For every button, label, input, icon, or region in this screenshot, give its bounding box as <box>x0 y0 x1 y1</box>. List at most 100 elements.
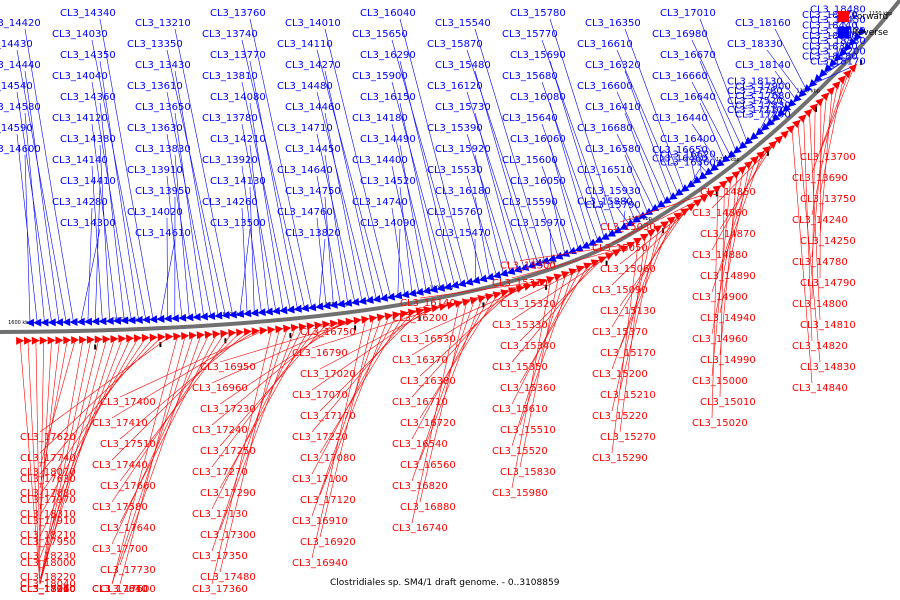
reverse-gene-label: CL3_16650 <box>652 145 708 156</box>
forward-leader-line <box>619 201 699 265</box>
reverse-gene-arrow <box>436 283 446 292</box>
reverse-gene-label: CL3_18160 <box>735 18 791 29</box>
reverse-gene-arrow <box>727 150 736 159</box>
scale-tick-label: 1300 kbp <box>628 216 652 222</box>
reverse-leader-line <box>758 115 768 134</box>
forward-gene-arrow <box>699 194 709 203</box>
reverse-leader-line <box>474 70 532 267</box>
reverse-gene-arrow <box>443 282 453 291</box>
reverse-gene-label: CL3_13610 <box>127 81 183 92</box>
reverse-leader-line <box>87 207 93 322</box>
forward-leader-line <box>311 316 382 517</box>
forward-gene-label: CL3_14990 <box>700 355 756 366</box>
forward-gene-arrow <box>820 92 830 101</box>
forward-gene-label: CL3_18060 <box>20 584 76 595</box>
forward-gene-label: CL3_13690 <box>792 173 848 184</box>
forward-leader-line <box>111 334 210 545</box>
forward-leader-line <box>419 301 468 503</box>
forward-gene-label: CL3_15220 <box>592 411 648 422</box>
reverse-gene-label: CL3_14450 <box>285 144 341 155</box>
reverse-gene-arrow <box>656 200 666 208</box>
reverse-gene-label: CL3_18350 <box>802 41 858 52</box>
reverse-leader-line <box>466 133 511 273</box>
reverse-gene-label: CL3_15470 <box>435 228 491 239</box>
other-feature-mark <box>715 191 718 197</box>
reverse-gene-label: CL3_16360 <box>660 158 716 169</box>
reverse-leader-line <box>774 70 797 100</box>
reverse-gene-label: CL3_14130 <box>210 176 266 187</box>
forward-gene-label: CL3_16370 <box>392 355 448 366</box>
reverse-gene-arrow <box>808 79 818 88</box>
forward-gene-label: CL3_14860 <box>692 208 748 219</box>
reverse-gene-label: CL3_18130 <box>727 77 783 88</box>
reverse-gene-label: CL3_13810 <box>202 71 258 82</box>
forward-gene-label: CL3_18110 <box>20 584 76 595</box>
reverse-leader-line <box>689 168 701 186</box>
forward-leader-line <box>39 339 84 585</box>
forward-gene-label: CL3_16910 <box>292 516 348 527</box>
forward-gene-label: CL3_16790 <box>292 348 348 359</box>
reverse-gene-label: CL3_14710 <box>277 123 333 134</box>
forward-gene-label: CL3_17610 <box>92 584 148 595</box>
forward-gene-label: CL3_17510 <box>100 439 156 450</box>
reverse-gene-label: CL3_15600 <box>502 155 558 166</box>
reverse-leader-line <box>763 111 776 129</box>
forward-leader-line <box>219 328 280 573</box>
reverse-gene-arrow <box>457 279 467 288</box>
forward-gene-label: CL3_15320 <box>500 299 556 310</box>
reverse-gene-arrow <box>777 108 786 117</box>
reverse-gene-label: CL3_13770 <box>210 50 266 61</box>
reverse-leader-line <box>166 133 197 318</box>
forward-gene-label: CL3_15090 <box>592 285 648 296</box>
reverse-leader-line <box>91 39 147 320</box>
forward-leader-line <box>411 299 475 482</box>
forward-gene-arrow <box>750 156 759 165</box>
reverse-gene-arrow <box>422 286 431 295</box>
forward-gene-arrow <box>560 271 570 279</box>
forward-gene-label: CL3_16710 <box>392 397 448 408</box>
forward-leader-line <box>619 218 673 349</box>
forward-leader-line <box>419 289 514 377</box>
reverse-gene-label: CL3_16610 <box>577 39 633 50</box>
forward-leader-line <box>797 122 821 363</box>
reverse-gene-arrow <box>858 26 867 36</box>
reverse-leader-line <box>699 18 748 143</box>
forward-gene-label: CL3_17400 <box>100 397 156 408</box>
reverse-gene-label: CL3_16290 <box>360 50 416 61</box>
forward-leader-line <box>119 331 249 440</box>
forward-gene-arrow <box>612 249 622 257</box>
reverse-leader-line <box>766 97 781 115</box>
reverse-gene-label: CL3_14490 <box>360 134 416 145</box>
reverse-leader-line <box>316 91 370 301</box>
reverse-gene-arrow <box>534 258 543 267</box>
reverse-gene-arrow <box>541 256 550 265</box>
reverse-leader-line <box>239 228 251 315</box>
forward-leader-line <box>511 254 611 321</box>
reverse-leader-line <box>616 91 667 202</box>
reverse-gene-arrow <box>600 232 610 240</box>
legend-reverse: Reverse <box>838 26 888 39</box>
forward-leader-line <box>711 168 744 335</box>
reverse-gene-label: CL3_14040 <box>52 71 108 82</box>
forward-gene-label: CL3_15350 <box>492 362 548 373</box>
reverse-gene-arrow <box>771 113 781 122</box>
forward-gene-label: CL3_17360 <box>192 584 248 595</box>
reverse-gene-label: CL3_14340 <box>60 8 116 19</box>
reverse-leader-line <box>324 70 377 300</box>
reverse-leader-line <box>474 196 490 278</box>
reverse-gene-label: CL3_18180 <box>802 52 858 63</box>
reverse-gene-label: CL3_16060 <box>510 134 566 145</box>
forward-gene-arrow <box>508 287 517 295</box>
legend-reverse-label: Reverse <box>852 27 889 38</box>
reverse-gene-label: CL3_14520 <box>360 176 416 187</box>
reverse-leader-line <box>24 70 60 323</box>
reverse-gene-label: CL3_18380 <box>810 36 866 47</box>
reverse-leader-line <box>774 92 786 110</box>
forward-swatch <box>838 11 849 22</box>
reverse-leader-line <box>466 217 483 280</box>
forward-gene-label: CL3_15980 <box>492 488 548 499</box>
reverse-gene-label: CL3_14110 <box>277 39 333 50</box>
reverse-gene-label: CL3_14610 <box>135 228 191 239</box>
reverse-gene-arrow <box>813 74 823 83</box>
reverse-gene-arrow <box>506 267 516 275</box>
